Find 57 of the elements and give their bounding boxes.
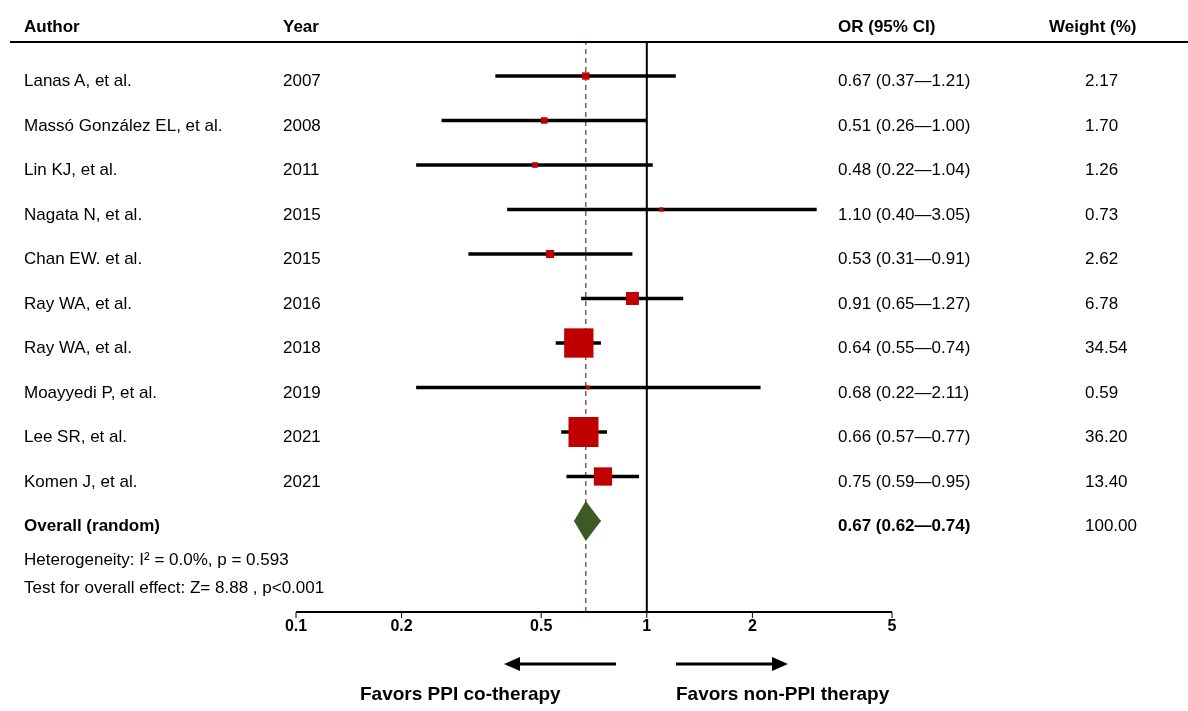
text: OR (95% CI) (838, 16, 936, 38)
x-tick-label: 0.5 (530, 617, 553, 635)
text: 6.78 (1085, 292, 1119, 315)
text: Heterogeneity: I² = 0.0%, p = 0.593 (24, 549, 289, 571)
y-tick-label: Lanas A, et al. (24, 70, 132, 92)
text: 0.59 (1085, 381, 1119, 404)
data-label: 1.10 (0.40—3.05) (838, 203, 971, 226)
data-label: 0.75 (0.59—0.95) (838, 470, 971, 493)
text: 1.70 (1085, 114, 1119, 137)
data-label: 0.48 (0.22—1.04) (838, 159, 971, 181)
annotation: 0.67 (0.62—0.74) (838, 515, 971, 537)
text: 13.40 (1085, 470, 1128, 493)
y-tick-label: Moayyedi P, et al. (24, 381, 157, 404)
text: Weight (%) (1049, 16, 1137, 38)
annotation: 2015 (283, 248, 321, 270)
y-axis-title: Author (24, 16, 80, 38)
x-tick-label: 5 (887, 617, 897, 635)
annotation: 2011 (283, 159, 320, 181)
text: 100.00 (1085, 515, 1137, 537)
y-tick-label: Ray WA, et al. (24, 292, 133, 315)
data-label: 0.64 (0.55—0.74) (838, 337, 971, 359)
annotation: 2015 (283, 203, 321, 226)
text: Favors PPI co-therapy (360, 683, 561, 705)
annotation: 2018 (283, 337, 321, 359)
text: 0.73 (1085, 203, 1119, 226)
text: 2.17 (1085, 70, 1119, 92)
y-tick-label: Ray WA, et al. (24, 337, 133, 359)
text: Favors non-PPI therapy (676, 683, 890, 705)
text: 2.62 (1085, 248, 1119, 270)
y-tick-label: Overall (random) (24, 515, 161, 537)
annotation: 2019 (283, 381, 321, 404)
annotation: 2016 (283, 292, 321, 315)
x-tick-label: 2 (747, 617, 757, 635)
data-label: 0.51 (0.26—1.00) (838, 114, 971, 137)
x-tick-label: 1 (642, 617, 652, 635)
annotation: 2007 (283, 70, 321, 92)
text: 36.20 (1085, 426, 1128, 448)
annotation: 2021 (283, 470, 321, 493)
data-label: 0.68 (0.22—2.11) (838, 381, 970, 404)
annotation: 2008 (283, 114, 321, 137)
y-tick-label: Massó González EL, et al. (24, 114, 223, 137)
x-tick-label: 0.1 (284, 617, 308, 635)
data-label: 0.91 (0.65—1.27) (838, 292, 971, 315)
y-tick-label: Komen J, et al. (24, 470, 138, 493)
annotation: 2021 (283, 426, 321, 448)
data-label: 0.66 (0.57—0.77) (838, 426, 971, 448)
text: Test for overall effect: Z= 8.88 , p<0.001 (24, 577, 325, 599)
y-tick-label: Nagata N, et al. (24, 203, 143, 226)
data-label: 0.67 (0.37—1.21) (838, 70, 971, 92)
data-label: 0.53 (0.31—0.91) (838, 248, 971, 270)
text: 1.26 (1085, 159, 1119, 181)
y-tick-label: Lin KJ, et al. (24, 159, 118, 181)
text: 34.54 (1085, 337, 1128, 359)
y-tick-label: Lee SR, et al. (24, 426, 128, 448)
text: Year (283, 16, 319, 38)
y-tick-label: Chan EW. et al. (24, 248, 143, 270)
x-tick-label: 0.2 (390, 617, 413, 635)
